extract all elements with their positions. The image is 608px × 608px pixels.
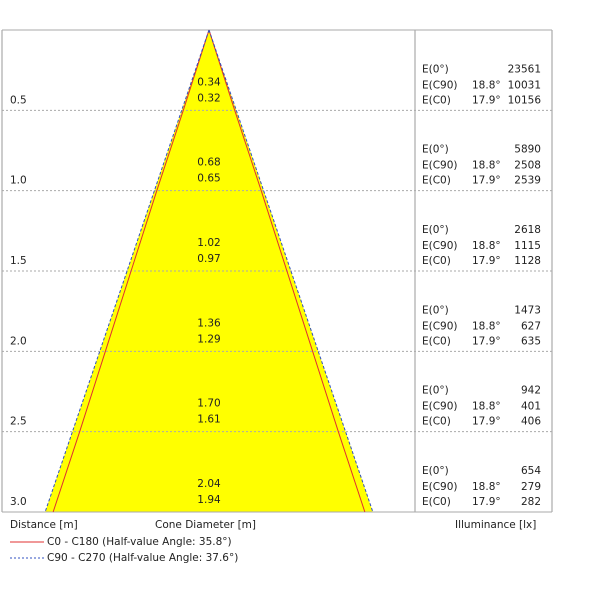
illum-label: E(C0) — [422, 175, 451, 187]
diameter-label: 1.02 — [197, 237, 220, 249]
diameter-label: 0.32 — [197, 92, 220, 104]
illum-value: 627 — [521, 320, 541, 332]
diameter-label: 0.34 — [197, 76, 221, 88]
illum-label: E(C0) — [422, 416, 451, 428]
illum-value: 282 — [521, 496, 541, 508]
illum-label: E(C0) — [422, 335, 451, 347]
illum-label: E(C90) — [422, 481, 458, 493]
illum-value: 942 — [521, 385, 541, 397]
diameter-label: 0.97 — [197, 253, 220, 265]
illum-angle: 17.9° — [472, 255, 501, 267]
illum-label: E(C90) — [422, 240, 458, 252]
distance-label: 1.5 — [10, 255, 27, 267]
illum-value: 279 — [521, 481, 541, 493]
diameter-label: 1.61 — [197, 414, 220, 426]
illum-value: 2508 — [514, 160, 541, 172]
illum-label: E(0°) — [422, 144, 449, 156]
illum-label: E(C90) — [422, 79, 458, 91]
diameter-label: 1.94 — [197, 494, 221, 506]
distance-label: 2.0 — [10, 335, 27, 347]
illum-value: 2539 — [514, 175, 541, 187]
legend-label: C0 - C180 (Half-value Angle: 35.8°) — [47, 536, 232, 548]
illum-value: 1473 — [514, 304, 541, 316]
illum-label: E(C0) — [422, 94, 451, 106]
illum-label: E(C0) — [422, 255, 451, 267]
axis-label: Distance [m] — [10, 519, 78, 531]
illum-angle: 17.9° — [472, 416, 501, 428]
illum-label: E(C90) — [422, 401, 458, 413]
illum-value: 401 — [521, 401, 541, 413]
illum-label: E(0°) — [422, 224, 449, 236]
illum-label: E(C90) — [422, 320, 458, 332]
illum-value: 2618 — [514, 224, 541, 236]
cone-edge-apex — [208, 29, 236, 111]
illum-angle: 18.8° — [472, 79, 501, 91]
illum-value: 10156 — [508, 94, 542, 106]
illum-value: 654 — [521, 465, 541, 477]
illum-label: E(C90) — [422, 160, 458, 172]
diameter-label: 0.65 — [197, 173, 220, 185]
illum-value: 406 — [521, 416, 541, 428]
cone-edge — [235, 110, 374, 513]
cone-edge-apex — [181, 29, 210, 111]
diameter-label: 2.04 — [197, 478, 221, 490]
cone-edge — [234, 110, 366, 513]
axis-label: Illuminance [lx] — [455, 519, 536, 531]
illum-value: 10031 — [508, 79, 541, 91]
cone-edge-apex — [208, 29, 237, 111]
illum-label: E(0°) — [422, 304, 449, 316]
diameter-label: 1.29 — [197, 333, 220, 345]
illum-label: E(C0) — [422, 496, 451, 508]
cone-edge-apex — [182, 29, 210, 111]
illum-angle: 18.8° — [472, 320, 501, 332]
illum-value: 1115 — [514, 240, 541, 252]
illum-angle: 18.8° — [472, 481, 501, 493]
distance-label: 0.5 — [10, 94, 27, 106]
cone-edge — [44, 110, 183, 513]
illum-angle: 17.9° — [472, 496, 501, 508]
illum-label: E(0°) — [422, 385, 449, 397]
illum-angle: 17.9° — [472, 94, 501, 106]
distance-label: 2.5 — [10, 416, 27, 428]
illum-angle: 17.9° — [472, 335, 501, 347]
illum-angle: 17.9° — [472, 175, 501, 187]
cone-edge — [52, 110, 184, 513]
diameter-label: 1.36 — [197, 317, 221, 329]
illum-value: 5890 — [514, 144, 541, 156]
illum-value: 635 — [521, 335, 541, 347]
distance-label: 3.0 — [10, 496, 27, 508]
illum-value: 1128 — [514, 255, 541, 267]
illum-angle: 18.8° — [472, 401, 501, 413]
illum-label: E(0°) — [422, 465, 449, 477]
illum-angle: 18.8° — [472, 240, 501, 252]
illum-value: 23561 — [508, 63, 541, 75]
illum-angle: 18.8° — [472, 160, 501, 172]
distance-label: 1.0 — [10, 175, 27, 187]
axis-label: Cone Diameter [m] — [155, 519, 256, 531]
legend-label: C90 - C270 (Half-value Angle: 37.6°) — [47, 552, 238, 564]
diameter-label: 1.70 — [197, 398, 220, 410]
illum-label: E(0°) — [422, 63, 449, 75]
cone-fill — [45, 30, 373, 512]
diameter-label: 0.68 — [197, 157, 220, 169]
